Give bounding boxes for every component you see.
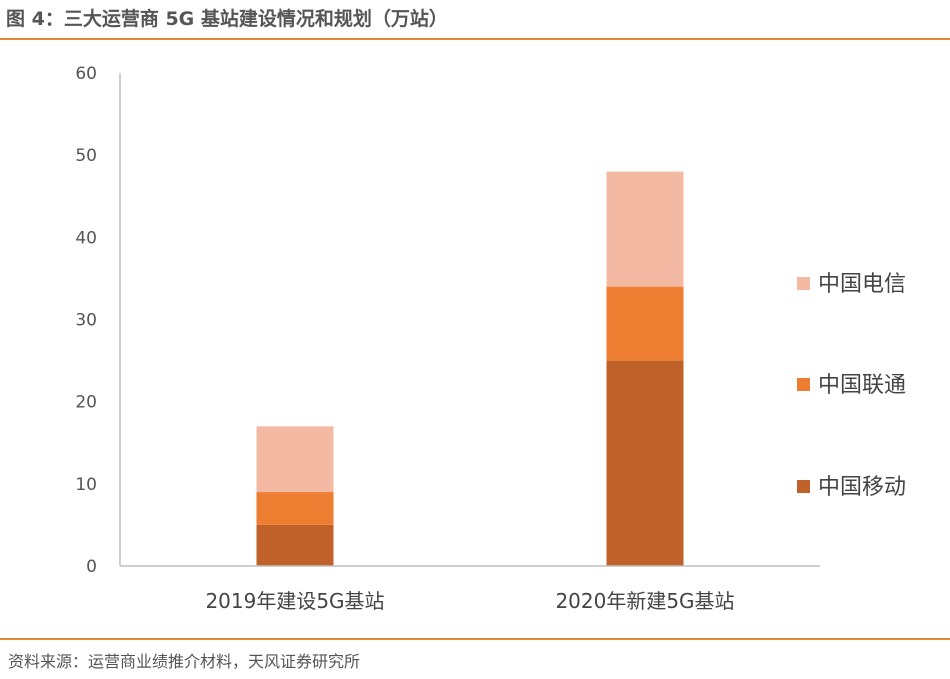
y-axis-ticks: 0 10 20 30 40 50 60: [75, 64, 97, 577]
x-category-label: 2019年建设5G基站: [205, 589, 384, 613]
legend-label: 中国移动: [818, 475, 906, 500]
bar-segment: [606, 171, 684, 287]
footer-divider: [0, 638, 950, 640]
y-tick-label: 0: [86, 557, 97, 577]
x-category-label: 2020年新建5G基站: [555, 589, 734, 613]
y-tick-label: 40: [75, 228, 97, 248]
legend-swatch: [797, 277, 810, 290]
legend-swatch: [797, 378, 810, 391]
bar-segment: [606, 286, 684, 361]
y-tick-label: 60: [75, 64, 97, 84]
y-tick-label: 20: [75, 393, 97, 413]
bar-stacks: [256, 171, 684, 566]
y-tick-label: 30: [75, 311, 97, 331]
y-tick-label: 50: [75, 146, 97, 166]
chart-title: 图 4：三大运营商 5G 基站建设情况和规划（万站）: [6, 8, 448, 30]
bar-segment: [256, 426, 334, 493]
axes: [119, 73, 820, 567]
bar-segment: [256, 492, 334, 525]
source-note: 资料来源：运营商业绩推介材料，天风证券研究所: [8, 652, 361, 671]
legend-label: 中国电信: [818, 272, 906, 297]
y-tick-label: 10: [75, 475, 97, 495]
title-divider: [0, 38, 950, 40]
x-axis-labels: 2019年建设5G基站 2020年新建5G基站: [205, 589, 734, 613]
stacked-bar-chart: 0 10 20 30 40 50 60 2019年建设5G基站 2020年新建5G基站 中国电…: [75, 64, 906, 613]
bar-segment: [606, 360, 684, 566]
legend-label: 中国联通: [818, 373, 906, 398]
legend-swatch: [797, 480, 810, 493]
bar-segment: [256, 524, 334, 566]
